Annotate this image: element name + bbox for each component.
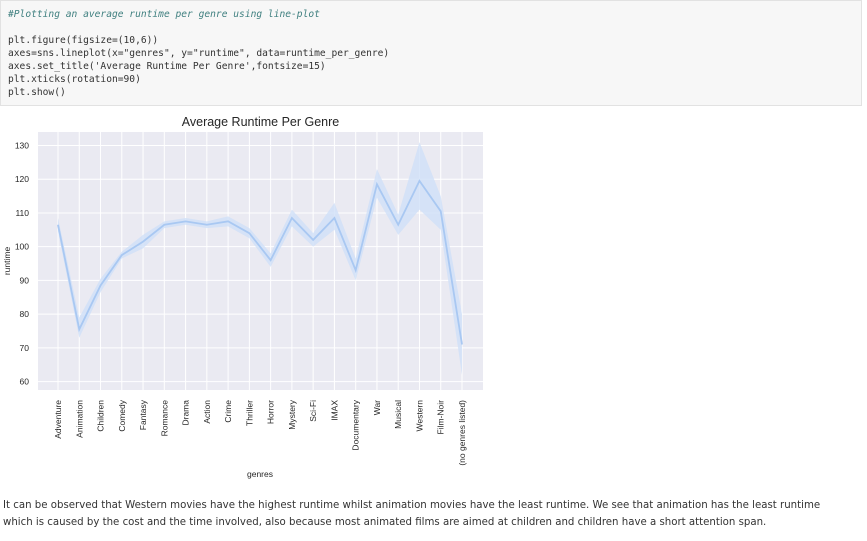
- y-tick-label: 70: [20, 343, 30, 353]
- output-text: It can be observed that Western movies h…: [3, 497, 853, 531]
- x-tick-label: Children: [96, 400, 106, 432]
- y-tick-label: 130: [15, 140, 29, 150]
- plot-area: [38, 132, 483, 390]
- chart-title: Average Runtime Per Genre: [182, 115, 340, 129]
- x-tick-label: Drama: [181, 400, 191, 426]
- x-tick-label: Adventure: [53, 400, 63, 439]
- x-tick-label: Comedy: [117, 399, 127, 431]
- x-tick-label: Western: [414, 400, 424, 432]
- code-cell[interactable]: #Plotting an average runtime per genre u…: [0, 0, 862, 106]
- x-tick-label: Crime: [223, 400, 233, 423]
- code-line: plt.show(): [8, 87, 66, 98]
- x-tick-label: (no genres listed): [457, 400, 467, 466]
- x-tick-label: Documentary: [351, 399, 361, 450]
- y-tick-label: 60: [20, 377, 30, 387]
- x-tick-label: IMAX: [329, 400, 339, 421]
- x-axis-label: genres: [247, 469, 273, 479]
- x-tick-label: Musical: [393, 400, 403, 429]
- code-line: axes.set_title('Average Runtime Per Genr…: [8, 61, 326, 72]
- y-tick-label: 80: [20, 309, 30, 319]
- x-tick-label: Film-Noir: [436, 400, 446, 435]
- y-tick-label: 90: [20, 275, 30, 285]
- y-tick-label: 110: [15, 208, 29, 218]
- observation-paragraph: It can be observed that Western movies h…: [3, 500, 821, 528]
- x-tick-label: Animation: [74, 400, 84, 438]
- y-tick-label: 120: [15, 174, 29, 184]
- code-line: axes=sns.lineplot(x="genres", y="runtime…: [8, 48, 390, 59]
- x-tick-label: Action: [202, 400, 212, 424]
- chart-figure: 60 70 80 90 100 110 120 130 Adventure Animation C…: [0, 110, 520, 490]
- code-comment: #Plotting an average runtime per genre u…: [8, 9, 320, 20]
- code-line: plt.figure(figsize=(10,6)): [8, 35, 159, 46]
- code-line: plt.xticks(rotation=90): [8, 74, 141, 85]
- x-tick-label: Horror: [266, 400, 276, 424]
- line-chart: 60 70 80 90 100 110 120 130 Adventure Animation C…: [2, 115, 483, 479]
- y-axis-label: runtime: [2, 247, 12, 276]
- confidence-band: [58, 142, 462, 375]
- x-tick-label: War: [372, 400, 382, 415]
- x-tick-label: Mystery: [287, 399, 297, 430]
- x-tick-label: Romance: [159, 400, 169, 437]
- x-tick-label: Thriller: [244, 400, 254, 426]
- x-tick-label: Sci-Fi: [308, 400, 318, 422]
- x-tick-label: Fantasy: [138, 399, 148, 430]
- y-tick-label: 100: [15, 242, 29, 252]
- series-line: [57, 179, 463, 345]
